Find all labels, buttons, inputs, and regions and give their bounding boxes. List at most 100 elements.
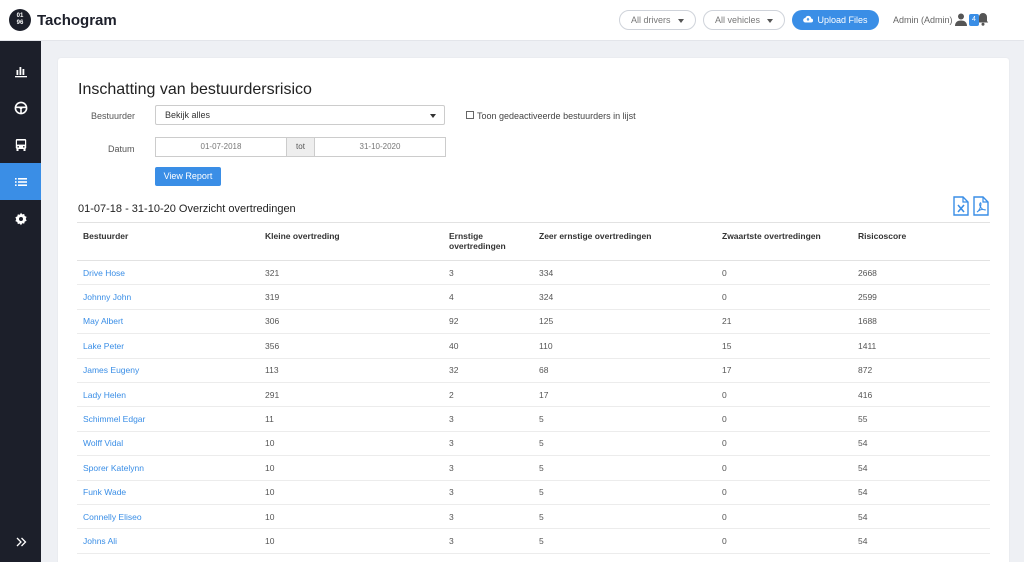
cell-minor: 10 xyxy=(259,528,443,554)
cell-serious: 2 xyxy=(443,382,533,408)
upload-files-button[interactable]: Upload Files xyxy=(792,10,879,30)
brand-name[interactable]: Tachogram xyxy=(37,12,117,29)
driver-name-link[interactable]: Lake Peter xyxy=(77,333,259,359)
cell-minor: 306 xyxy=(259,309,443,335)
cell-serious: 3 xyxy=(443,260,533,286)
logo-text: 01 96 xyxy=(16,13,24,26)
date-label: Datum xyxy=(108,144,135,154)
cell-risk-score: 54 xyxy=(852,504,990,530)
col-header-serious-line2: overtredingen xyxy=(449,241,506,251)
cloud-upload-icon xyxy=(803,10,814,30)
sidebar-item-reports[interactable] xyxy=(0,163,41,200)
cell-minor: 291 xyxy=(259,382,443,408)
show-deactivated-checkbox[interactable] xyxy=(466,111,474,119)
cell-minor: 11 xyxy=(259,406,443,432)
chevron-down-icon xyxy=(767,18,774,23)
table-row: Funk Wade 10 3 5 0 54 xyxy=(77,480,990,505)
table-row: Connelly Eliseo 10 3 5 0 54 xyxy=(77,504,990,530)
table-row: Johns Ali 10 3 5 0 54 xyxy=(77,528,990,554)
driver-name-link[interactable]: May Albert xyxy=(77,309,259,335)
cell-minor: 356 xyxy=(259,333,443,359)
vehicles-filter[interactable]: All vehicles xyxy=(703,10,786,30)
drivers-filter[interactable]: All drivers xyxy=(619,10,696,30)
cell-serious: 4 xyxy=(443,284,533,310)
cell-most-serious: 21 xyxy=(716,309,852,335)
driver-name-link[interactable]: Drive Hose xyxy=(77,260,259,286)
violations-table: Bestuurder Kleine overtreding Ernstige ov… xyxy=(77,222,990,554)
table-row: Johnny John 319 4 324 0 2599 xyxy=(77,284,990,310)
sidebar-item-drivers[interactable] xyxy=(0,89,41,126)
cell-most-serious: 0 xyxy=(716,382,852,408)
sidebar-item-settings[interactable] xyxy=(0,200,41,237)
user-name[interactable]: Admin (Admin) xyxy=(893,15,953,25)
driver-name-link[interactable]: Funk Wade xyxy=(77,480,259,505)
col-header-very-serious[interactable]: Zeer ernstige overtredingen xyxy=(533,222,716,261)
driver-select[interactable]: Bekijk alles xyxy=(155,105,445,125)
cell-minor: 319 xyxy=(259,284,443,310)
table-header-row: Bestuurder Kleine overtreding Ernstige ov… xyxy=(77,222,990,261)
chevron-down-icon xyxy=(677,18,684,23)
cell-very-serious: 324 xyxy=(533,284,716,310)
driver-name-link[interactable]: Lady Helen xyxy=(77,382,259,408)
bar-chart-icon xyxy=(14,66,27,77)
driver-name-link[interactable]: Johnny John xyxy=(77,284,259,310)
cell-most-serious: 0 xyxy=(716,504,852,530)
driver-name-link[interactable]: Connelly Eliseo xyxy=(77,504,259,530)
col-header-minor[interactable]: Kleine overtreding xyxy=(259,222,443,261)
driver-name-link[interactable]: James Eugeny xyxy=(77,358,259,383)
sidebar-expand-button[interactable] xyxy=(0,523,41,560)
cell-most-serious: 0 xyxy=(716,431,852,457)
cell-serious: 3 xyxy=(443,406,533,432)
cell-most-serious: 0 xyxy=(716,284,852,310)
cell-risk-score: 54 xyxy=(852,480,990,505)
bell-icon[interactable] xyxy=(977,12,989,26)
cell-serious: 40 xyxy=(443,333,533,359)
upload-files-label: Upload Files xyxy=(817,15,868,25)
driver-name-link[interactable]: Sporer Katelynn xyxy=(77,455,259,481)
cell-most-serious: 15 xyxy=(716,333,852,359)
driver-name-link[interactable]: Wolff Vidal xyxy=(77,431,259,457)
cell-risk-score: 54 xyxy=(852,528,990,554)
table-row: Drive Hose 321 3 334 0 2668 xyxy=(77,260,990,286)
cell-very-serious: 68 xyxy=(533,358,716,383)
view-report-button[interactable]: View Report xyxy=(155,167,221,186)
cell-very-serious: 17 xyxy=(533,382,716,408)
driver-name-link[interactable]: Schimmel Edgar xyxy=(77,406,259,432)
top-bar: 01 96 Tachogram All drivers All vehicles… xyxy=(0,0,1024,41)
steering-wheel-icon xyxy=(14,101,27,114)
table-body: Drive Hose 321 3 334 0 2668 Johnny John 319 4 324… xyxy=(77,260,990,554)
page-title: Inschatting van bestuurdersrisico xyxy=(78,81,312,98)
cell-very-serious: 5 xyxy=(533,406,716,432)
sidebar-item-dashboard[interactable] xyxy=(0,52,41,89)
cell-risk-score: 2599 xyxy=(852,284,990,310)
user-icon[interactable] xyxy=(955,13,967,26)
cell-very-serious: 125 xyxy=(533,309,716,335)
cell-serious: 32 xyxy=(443,358,533,383)
cell-most-serious: 17 xyxy=(716,358,852,383)
double-chevron-right-icon xyxy=(16,537,26,546)
table-row: Lake Peter 356 40 110 15 1411 xyxy=(77,333,990,359)
report-card: Inschatting van bestuurdersrisico Bestuu… xyxy=(58,58,1009,562)
excel-file-icon[interactable] xyxy=(953,196,969,216)
date-from-input[interactable]: 01-07-2018 xyxy=(155,137,287,157)
show-deactivated-label[interactable]: Toon gedeactiveerde bestuurders in lijst xyxy=(477,111,636,121)
notification-count-badge[interactable]: 4 xyxy=(969,14,979,26)
driver-name-link[interactable]: Johns Ali xyxy=(77,528,259,554)
sidebar-item-vehicles[interactable] xyxy=(0,126,41,163)
col-header-most-serious[interactable]: Zwaartste overtredingen xyxy=(716,222,852,261)
col-header-risk[interactable]: Risicoscore xyxy=(852,222,990,261)
date-to-input[interactable]: 31-10-2020 xyxy=(314,137,446,157)
col-header-serious[interactable]: Ernstige overtredingen xyxy=(443,222,533,261)
cell-serious: 3 xyxy=(443,431,533,457)
cell-risk-score: 1411 xyxy=(852,333,990,359)
cell-risk-score: 416 xyxy=(852,382,990,408)
col-header-driver[interactable]: Bestuurder xyxy=(77,222,259,261)
logo[interactable]: 01 96 xyxy=(9,9,31,31)
table-row: Wolff Vidal 10 3 5 0 54 xyxy=(77,431,990,457)
table-row: Schimmel Edgar 11 3 5 0 55 xyxy=(77,406,990,432)
cell-serious: 3 xyxy=(443,528,533,554)
cell-very-serious: 5 xyxy=(533,504,716,530)
vehicles-filter-label: All vehicles xyxy=(715,15,761,25)
pdf-file-icon[interactable] xyxy=(973,196,989,216)
cell-most-serious: 0 xyxy=(716,260,852,286)
